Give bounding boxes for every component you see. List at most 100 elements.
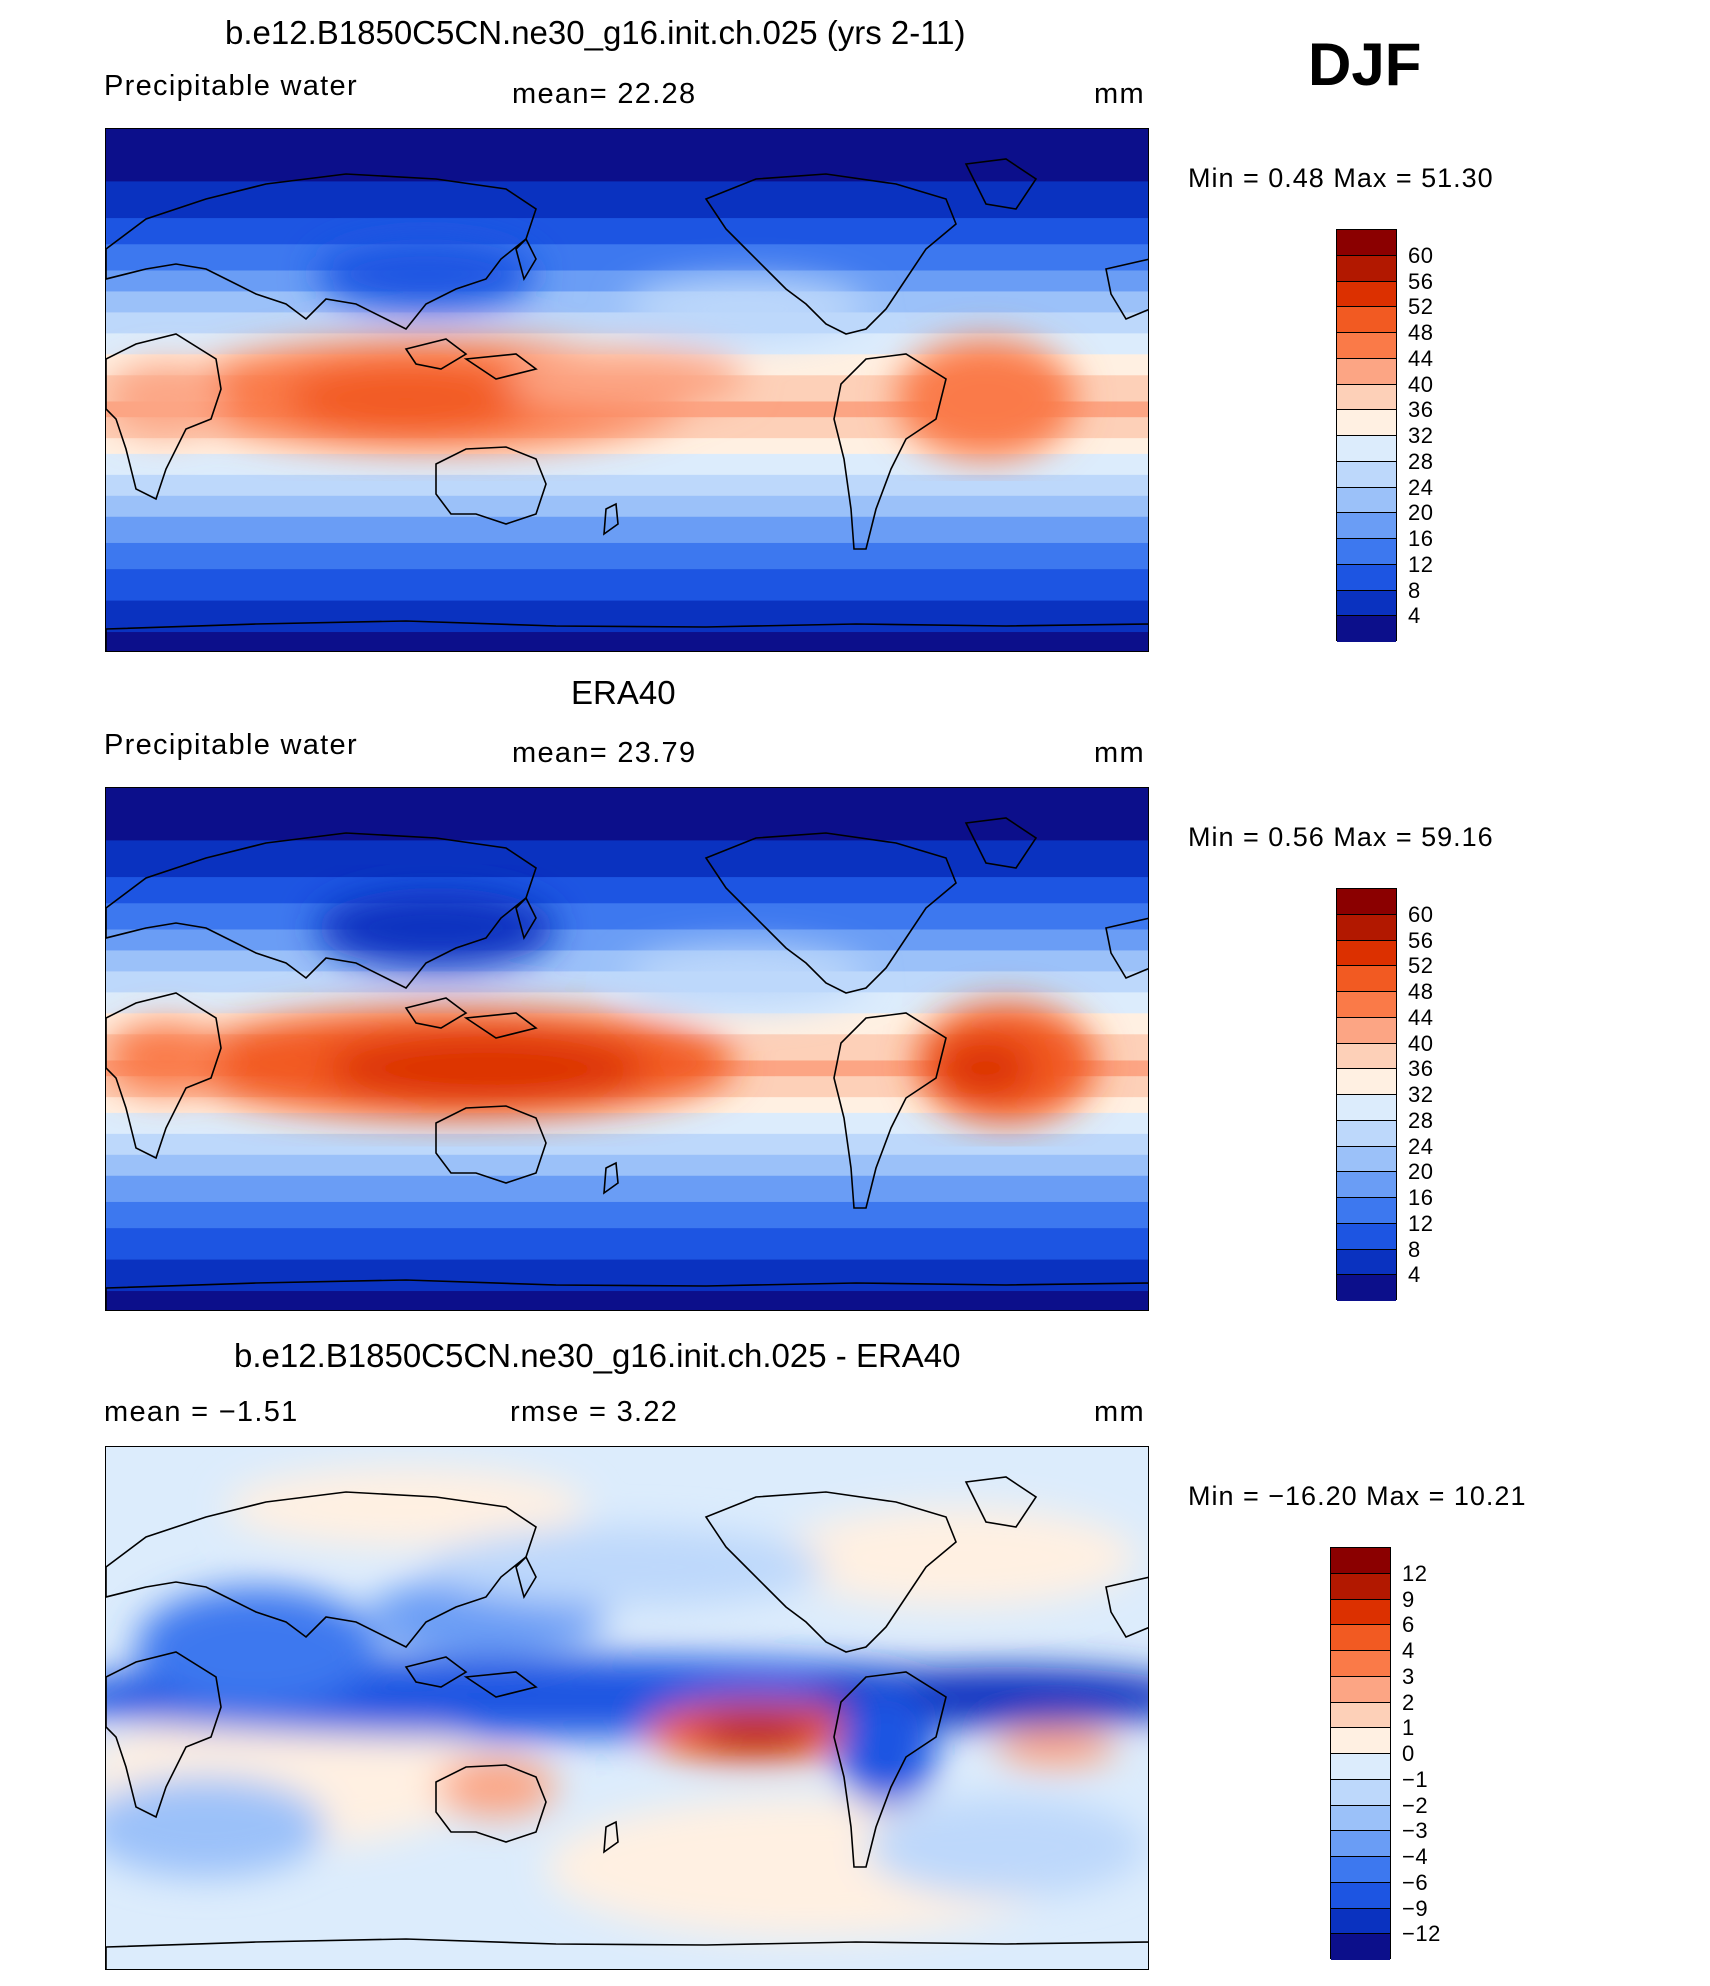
contour-band: [106, 877, 1148, 905]
coastlines: [106, 1476, 1148, 1969]
colorbar-swatch: [1331, 1599, 1390, 1626]
colorbar-tick-label: −4: [1402, 1844, 1429, 1869]
colorbar-tick-label: 32: [1408, 1082, 1434, 1107]
colorbar-swatch: [1331, 1702, 1390, 1729]
colorbar-tick-label: 44: [1408, 1004, 1434, 1030]
colorbar-swatch: [1337, 1069, 1396, 1095]
colorbar-swatch: [1331, 1908, 1390, 1935]
colorbar-tick-label: 8: [1408, 1236, 1421, 1262]
colorbar-era40: [1336, 888, 1397, 1301]
map-panel-diff: [105, 1446, 1149, 1970]
colorbar-tick-label: 2: [1402, 1689, 1415, 1715]
colorbar-tick-label: 4: [1402, 1638, 1415, 1663]
contour-band: [106, 516, 1148, 544]
colorbar-tick-label: 48: [1408, 320, 1434, 345]
contour-band: [106, 1291, 1148, 1310]
colorbar-tick-label: 56: [1408, 927, 1434, 953]
contour-band: [106, 632, 1148, 651]
colorbar-tick-label: −1: [1402, 1766, 1429, 1792]
contour-band: [106, 971, 1148, 994]
colorbar-swatch: [1337, 436, 1396, 462]
colorbar-swatch: [1337, 616, 1396, 642]
colorbar-diff: [1330, 1547, 1391, 1960]
contour-band: [106, 992, 1148, 1015]
contour-band: [106, 312, 1148, 335]
contour-band: [106, 453, 1148, 476]
contour-band: [106, 1228, 1148, 1261]
contour-band: [106, 788, 1148, 842]
colorbar-swatch: [1337, 1146, 1396, 1173]
colorbar-tick-label: 6: [1402, 1612, 1415, 1638]
colorbar-swatch: [1337, 1095, 1396, 1121]
map-svg: [106, 1447, 1148, 1969]
minmax-label-era40: Min = 0.56 Max = 59.16: [1188, 822, 1494, 852]
map-panel-model: [105, 128, 1149, 652]
contour-band: [106, 244, 1148, 272]
mean-label-model: mean= 22.28: [512, 78, 697, 110]
contour-band: [106, 218, 1148, 246]
colorbar-swatch: [1331, 1728, 1390, 1754]
colorbar-swatch: [1337, 384, 1396, 411]
colorbar-swatch: [1331, 1934, 1390, 1960]
contour-band: [106, 929, 1148, 952]
colorbar-swatch: [1331, 1754, 1390, 1780]
colorbar-swatch: [1337, 992, 1396, 1018]
contour-band: [106, 129, 1148, 183]
coastlines: [106, 817, 1148, 1310]
contour-band: [106, 569, 1148, 602]
colorbar-tick-label: −12: [1402, 1921, 1441, 1947]
colorbar-tick-label: 4: [1408, 1262, 1421, 1288]
colorbar-tick-label: 36: [1408, 1056, 1434, 1082]
colorbar-tick-label: 52: [1408, 294, 1434, 320]
colorbar-swatch: [1337, 889, 1396, 915]
colorbar-tick-label: −9: [1402, 1895, 1429, 1921]
units-label-era40: mm: [1094, 737, 1145, 769]
mean-label-diff: mean = −1.51: [104, 1396, 299, 1428]
colorbar-swatch: [1337, 914, 1396, 941]
colorbar-tick-label: 3: [1402, 1663, 1415, 1689]
map-panel-era40: [105, 787, 1149, 1311]
colorbar-tick-label: 24: [1408, 1133, 1434, 1159]
colorbar-tick-label: 16: [1408, 1185, 1434, 1210]
colorbar-swatch: [1331, 1625, 1390, 1651]
colorbar-swatch: [1337, 1017, 1396, 1044]
contour-band: [106, 950, 1148, 973]
minmax-label-model: Min = 0.48 Max = 51.30: [1188, 163, 1494, 193]
rmse-label-diff: rmse = 3.22: [510, 1396, 679, 1428]
colorbar-tick-label: −2: [1402, 1792, 1429, 1818]
colorbar-swatch: [1331, 1857, 1390, 1883]
colorbar-tick-label: 9: [1402, 1586, 1415, 1612]
colorbar-tick-label: 44: [1408, 345, 1434, 371]
colorbar-tick-label: 0: [1402, 1741, 1415, 1766]
colorbar-swatch: [1337, 1198, 1396, 1224]
colorbar-swatch: [1331, 1831, 1390, 1857]
colorbar-tick-label: 60: [1408, 242, 1434, 268]
units-label-diff: mm: [1094, 1396, 1145, 1428]
colorbar-swatch: [1337, 539, 1396, 565]
contour-band: [106, 270, 1148, 293]
colorbar-tick-label: −3: [1402, 1818, 1429, 1844]
colorbar-swatch: [1337, 1043, 1396, 1070]
left-label-era40: Precipitable water: [104, 729, 358, 761]
colorbar-swatch: [1337, 487, 1396, 514]
colorbar-swatch: [1337, 333, 1396, 359]
units-label-model: mm: [1094, 78, 1145, 110]
colorbar-tick-label: 12: [1402, 1560, 1428, 1586]
colorbar-tick-label: 28: [1408, 448, 1434, 474]
colorbar-swatch: [1331, 1676, 1390, 1703]
coastlines: [106, 158, 1148, 651]
colorbar-tick-label: 16: [1408, 526, 1434, 551]
contour-band: [106, 600, 1148, 634]
colorbar-swatch: [1337, 1120, 1396, 1147]
colorbar-swatch: [1337, 966, 1396, 992]
contour-band: [106, 181, 1148, 220]
colorbar-tick-label: −6: [1402, 1869, 1429, 1895]
colorbar-tick-label: 48: [1408, 979, 1434, 1004]
contour-band: [106, 1259, 1148, 1293]
mean-label-era40: mean= 23.79: [512, 737, 697, 769]
colorbar-swatch: [1337, 358, 1396, 385]
colorbar-tick-label: 56: [1408, 268, 1434, 294]
colorbar-swatch: [1337, 307, 1396, 333]
colorbar-tick-label: 52: [1408, 953, 1434, 979]
